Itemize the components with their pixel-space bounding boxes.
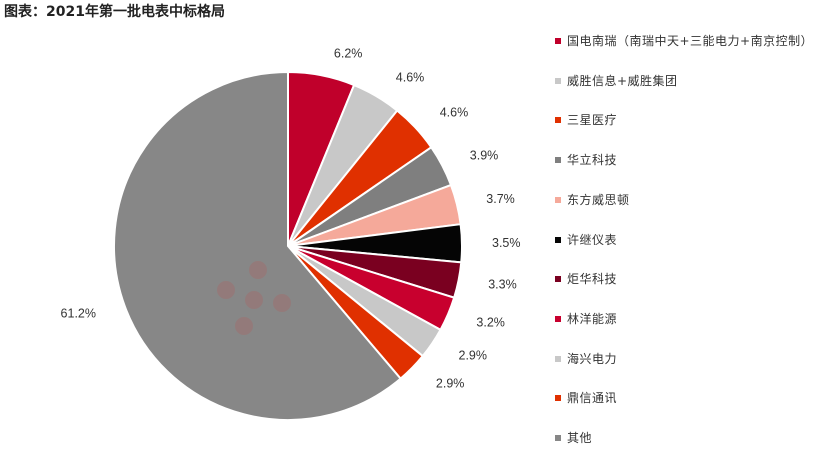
legend-item: 其他 (555, 430, 817, 446)
legend-label: 东方威思顿 (567, 192, 630, 207)
legend-swatch (555, 117, 561, 124)
watermark-logo (217, 261, 291, 335)
data-label-3: 3.9% (470, 148, 499, 162)
data-label-6: 3.3% (488, 278, 517, 292)
data-label-1: 4.6% (396, 70, 425, 84)
legend-swatch (555, 276, 561, 283)
legend-item: 东方威思顿 (555, 192, 817, 208)
legend-item: 三星医疗 (555, 112, 817, 128)
legend-label: 许继仪表 (567, 232, 618, 247)
data-label-5: 3.5% (492, 236, 521, 250)
legend-label: 其他 (567, 431, 593, 445)
chart-title: 图表：2021年第一批电表中标格局 (4, 4, 225, 20)
legend-swatch (555, 395, 561, 402)
legend-item: 许继仪表 (555, 232, 817, 248)
data-label-0: 6.2% (334, 47, 363, 61)
legend-item: 鼎信通讯 (555, 390, 817, 406)
legend-label: 威胜信息+威胜集团 (567, 73, 678, 88)
data-label-9: 2.9% (436, 376, 465, 390)
legend-label: 华立科技 (567, 153, 618, 168)
data-label-10: 61.2% (61, 307, 96, 321)
legend-item: 国电南瑞（南瑞中天+三能电力+南京控制） (555, 33, 817, 49)
legend-label: 三星医疗 (567, 113, 618, 128)
legend-swatch (555, 315, 561, 322)
legend-label: 鼎信通讯 (567, 391, 618, 406)
legend-label: 林洋能源 (567, 311, 618, 326)
legend-label: 炬华科技 (567, 272, 618, 287)
legend-item: 林洋能源 (555, 311, 817, 327)
data-label-7: 3.2% (476, 316, 505, 330)
legend-item: 海兴电力 (555, 351, 817, 367)
legend-item: 华立科技 (555, 152, 817, 168)
legend-swatch (555, 355, 561, 362)
data-label-2: 4.6% (440, 106, 469, 120)
legend-item: 炬华科技 (555, 271, 817, 287)
data-label-4: 3.7% (486, 192, 515, 206)
data-label-8: 2.9% (459, 349, 488, 363)
legend-label: 海兴电力 (567, 351, 618, 366)
legend-swatch (555, 435, 561, 441)
legend-swatch (555, 196, 561, 203)
legend-item: 威胜信息+威胜集团 (555, 73, 817, 89)
legend-swatch (555, 157, 561, 164)
legend-swatch (555, 236, 561, 243)
pie-slice-10 (112, 70, 403, 421)
legend-label: 国电南瑞（南瑞中天+三能电力+南京控制） (567, 34, 814, 48)
legend-swatch (555, 77, 561, 84)
legend-swatch (555, 38, 561, 44)
